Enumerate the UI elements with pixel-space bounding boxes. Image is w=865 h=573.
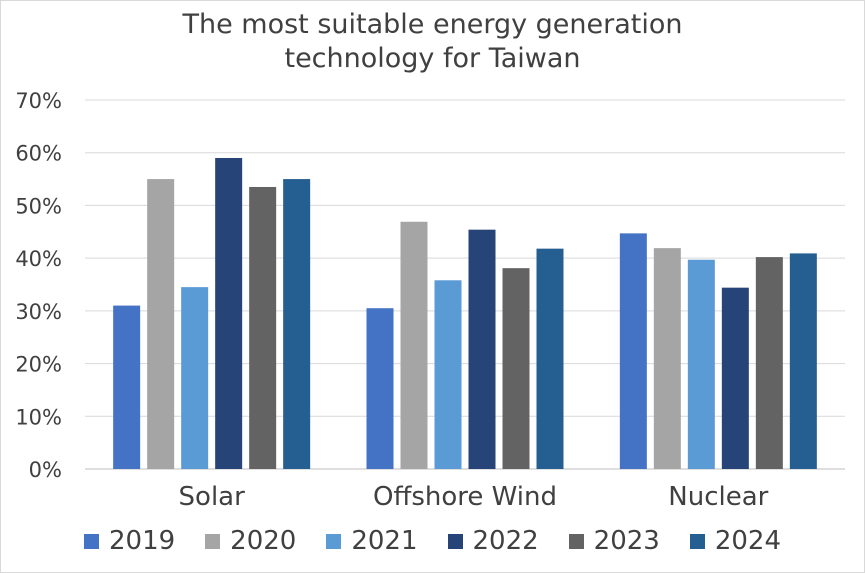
- bar-2019-solar: [113, 305, 141, 469]
- legend-swatch: [568, 533, 584, 549]
- y-tick-label: 20%: [15, 353, 62, 377]
- bar-2022-solar: [215, 157, 243, 469]
- legend-swatch: [205, 533, 221, 549]
- bar-2023-offshore-wind: [502, 268, 530, 469]
- y-tick-label: 70%: [15, 89, 62, 113]
- y-tick-label: 30%: [15, 300, 62, 324]
- legend-item-2019: 2019: [83, 526, 176, 556]
- legend-swatch: [447, 533, 463, 549]
- bar-2019-offshore-wind: [366, 308, 394, 469]
- legend-swatch: [689, 533, 705, 549]
- legend-swatch: [326, 533, 342, 549]
- bar-2021-solar: [181, 287, 209, 469]
- legend-label: 2024: [714, 526, 782, 556]
- legend-item-2023: 2023: [568, 526, 660, 556]
- legend-label: 2019: [108, 526, 176, 556]
- bar-2022-nuclear: [721, 287, 749, 469]
- y-tick-label: 60%: [15, 142, 62, 166]
- legend-label: 2020: [230, 526, 297, 556]
- bar-2020-offshore-wind: [400, 221, 428, 469]
- bar-2024-offshore-wind: [536, 248, 564, 469]
- y-tick-label: 50%: [15, 194, 62, 218]
- bar-2021-offshore-wind: [434, 280, 462, 469]
- legend-item-2022: 2022: [447, 526, 539, 556]
- x-category-label: Offshore Wind: [373, 482, 557, 512]
- y-tick-label: 0%: [29, 458, 62, 482]
- bar-2020-nuclear: [653, 248, 681, 469]
- chart-legend: 2019 2020 2021 2022 2023 2024: [0, 523, 865, 559]
- x-category-label: Nuclear: [668, 482, 768, 512]
- bar-2020-solar: [147, 179, 175, 470]
- bar-2023-solar: [249, 186, 277, 469]
- legend-label: 2021: [351, 526, 418, 556]
- legend-item-2024: 2024: [689, 526, 782, 556]
- y-tick-label: 40%: [15, 247, 62, 271]
- bar-2023-nuclear: [755, 257, 783, 469]
- legend-label: 2023: [593, 526, 660, 556]
- y-tick-label: 10%: [15, 405, 62, 429]
- chart-title-line-2: technology for Taiwan: [284, 43, 581, 74]
- bar-2024-nuclear: [789, 253, 817, 469]
- bar-2021-nuclear: [687, 259, 715, 469]
- bar-2022-offshore-wind: [468, 229, 496, 469]
- legend-item-2021: 2021: [326, 526, 418, 556]
- legend-label: 2022: [472, 526, 539, 556]
- bar-2024-solar: [283, 179, 311, 470]
- chart-title-line-1: The most suitable energy generation: [182, 9, 683, 40]
- chart-title: The most suitable energy generation tech…: [0, 8, 865, 76]
- legend-swatch: [83, 533, 99, 549]
- x-category-label: Solar: [179, 482, 246, 512]
- bar-2019-nuclear: [619, 233, 647, 469]
- legend-item-2020: 2020: [205, 526, 296, 556]
